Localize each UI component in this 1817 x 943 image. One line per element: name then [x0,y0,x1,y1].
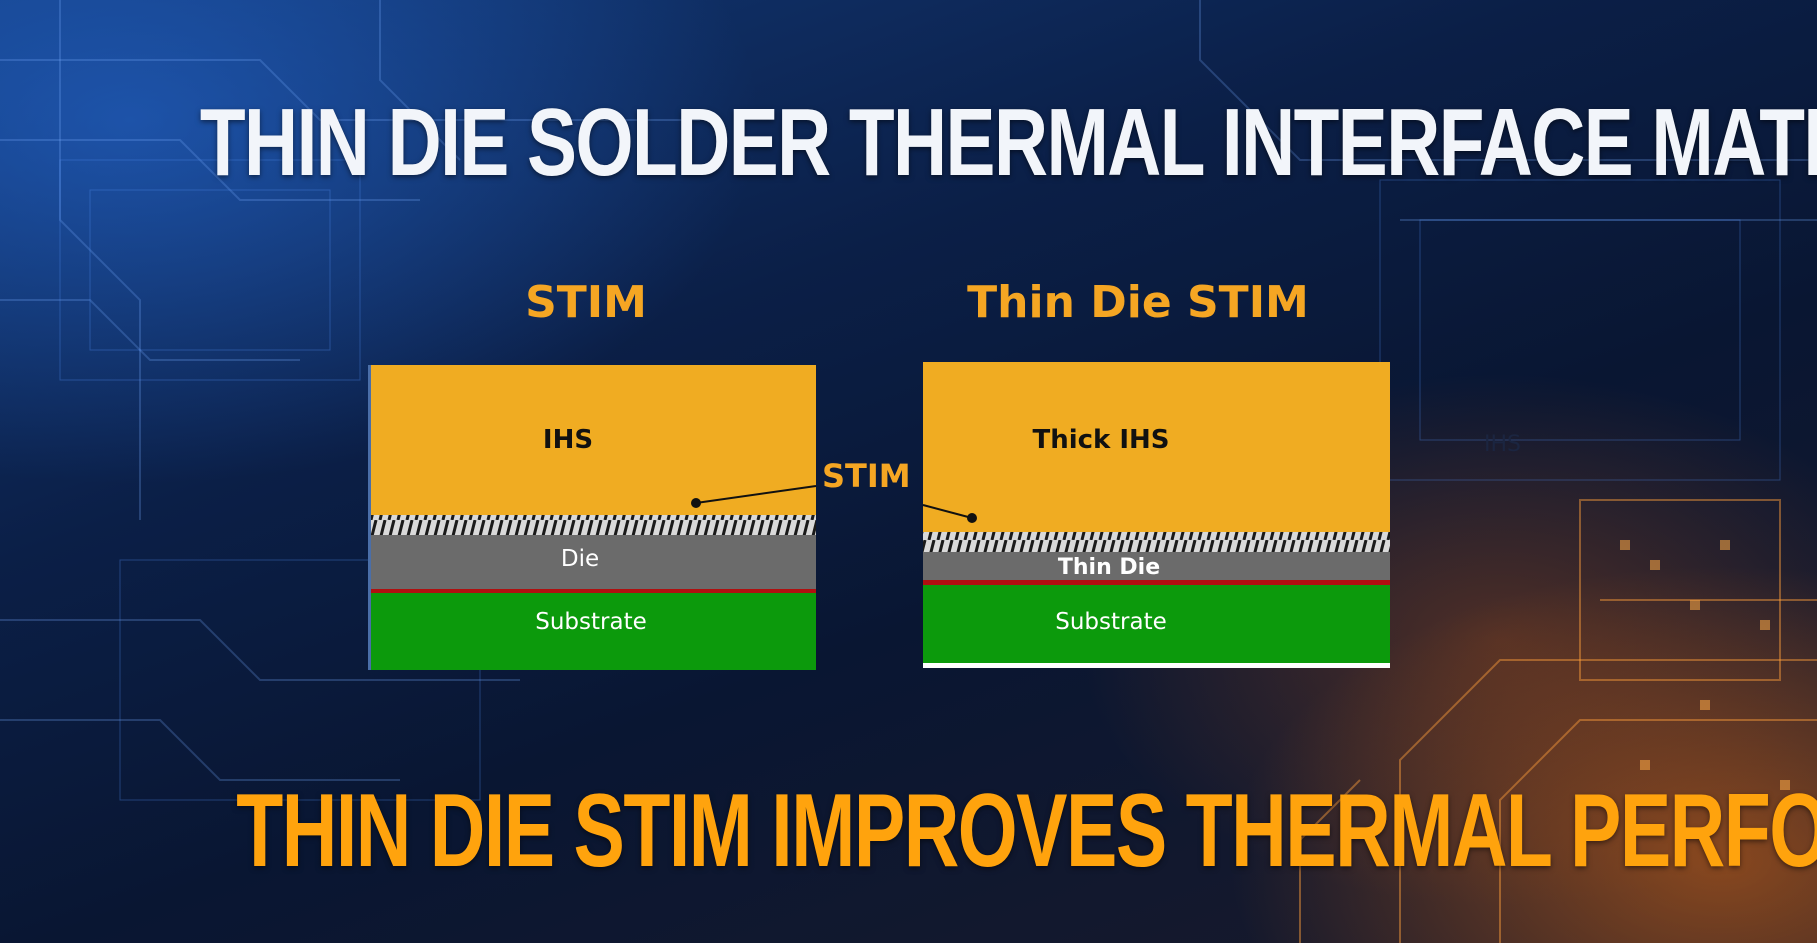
stim-callout-leaders [691,485,977,523]
thin-substrate-label: Substrate [1055,609,1167,635]
stim-stack-edge [368,365,371,670]
stim-die-label: Die [561,546,599,572]
page-title: THIN DIE SOLDER THERMAL INTERFACE MATERI… [199,89,1817,196]
thin-stack-base [923,663,1390,668]
stim-diagram-heading: STIM [525,277,647,328]
thin-die-label: Thin Die [1058,555,1160,580]
stim-die-layer [368,535,816,589]
stim-substrate-label: Substrate [535,609,647,635]
stray-ihs-label: IHS [1484,432,1521,457]
stim-stack: IHS Die Substrate [368,365,816,670]
thin-solder-layer [923,532,1390,552]
stim-leader-left [695,485,817,504]
stim-leader-right [922,504,973,519]
thin-substrate-layer [923,585,1390,663]
thin-thick-ihs-layer [923,362,1390,533]
stim-ihs-label: IHS [543,425,593,455]
stim-leader-left-dot [691,498,701,508]
stim-leader-right-dot [967,513,977,523]
stim-substrate-layer [368,593,816,670]
stim-callout-label: STIM [822,457,911,495]
page-subtitle: THIN DIE STIM IMPROVES THERMAL PERFORMAN… [236,773,1817,889]
thin-die-stim-stack: Thick IHS Thin Die Substrate [923,362,1390,668]
thin-bond-line [923,580,1390,585]
stim-solder-layer [368,515,816,535]
stim-ihs-layer [368,365,816,518]
thin-die-stim-diagram-heading: Thin Die STIM [967,277,1309,328]
thin-die-layer [923,552,1390,580]
thin-thick-ihs-label: Thick IHS [1032,425,1169,455]
stim-bond-line [368,589,816,593]
